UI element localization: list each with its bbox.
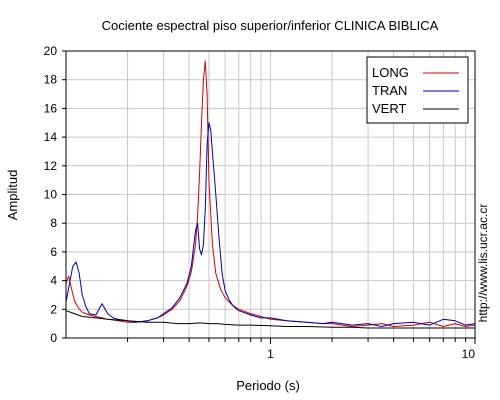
y-tick-label: 8 — [50, 216, 57, 230]
y-tick-label: 20 — [44, 44, 58, 58]
x-axis-label: Periodo (s) — [236, 378, 300, 393]
legend: LONG TRAN VERT — [366, 56, 469, 124]
legend-label-tran: TRAN — [372, 83, 407, 98]
series-lines — [65, 60, 476, 329]
y-axis-label: Amplitud — [5, 170, 20, 221]
y-tick-label: 12 — [44, 159, 58, 173]
legend-label-vert: VERT — [372, 101, 406, 116]
x-tick-label: 10 — [462, 347, 476, 361]
y-tick-label: 4 — [50, 274, 57, 288]
y-tick-label: 16 — [44, 101, 58, 115]
axis-ticks: 0 2 4 6 8 10 12 14 16 18 20 1 10 — [44, 44, 476, 361]
series-line-vert — [65, 310, 475, 329]
y-tick-label: 18 — [44, 73, 58, 87]
y-tick-label: 0 — [50, 331, 57, 345]
y-tick-label: 14 — [44, 130, 58, 144]
y-tick-label: 6 — [50, 245, 57, 259]
chart-title: Cociente espectral piso superior/inferio… — [102, 18, 439, 33]
y-tick-label: 10 — [44, 188, 58, 202]
legend-label-long: LONG — [372, 65, 409, 80]
series-line-tran — [65, 122, 476, 327]
side-url-text: http://www.lis.ucr.ac.cr — [476, 204, 490, 323]
y-tick-label: 2 — [50, 302, 57, 316]
legend-box — [366, 56, 469, 124]
x-tick-label: 1 — [267, 347, 274, 361]
